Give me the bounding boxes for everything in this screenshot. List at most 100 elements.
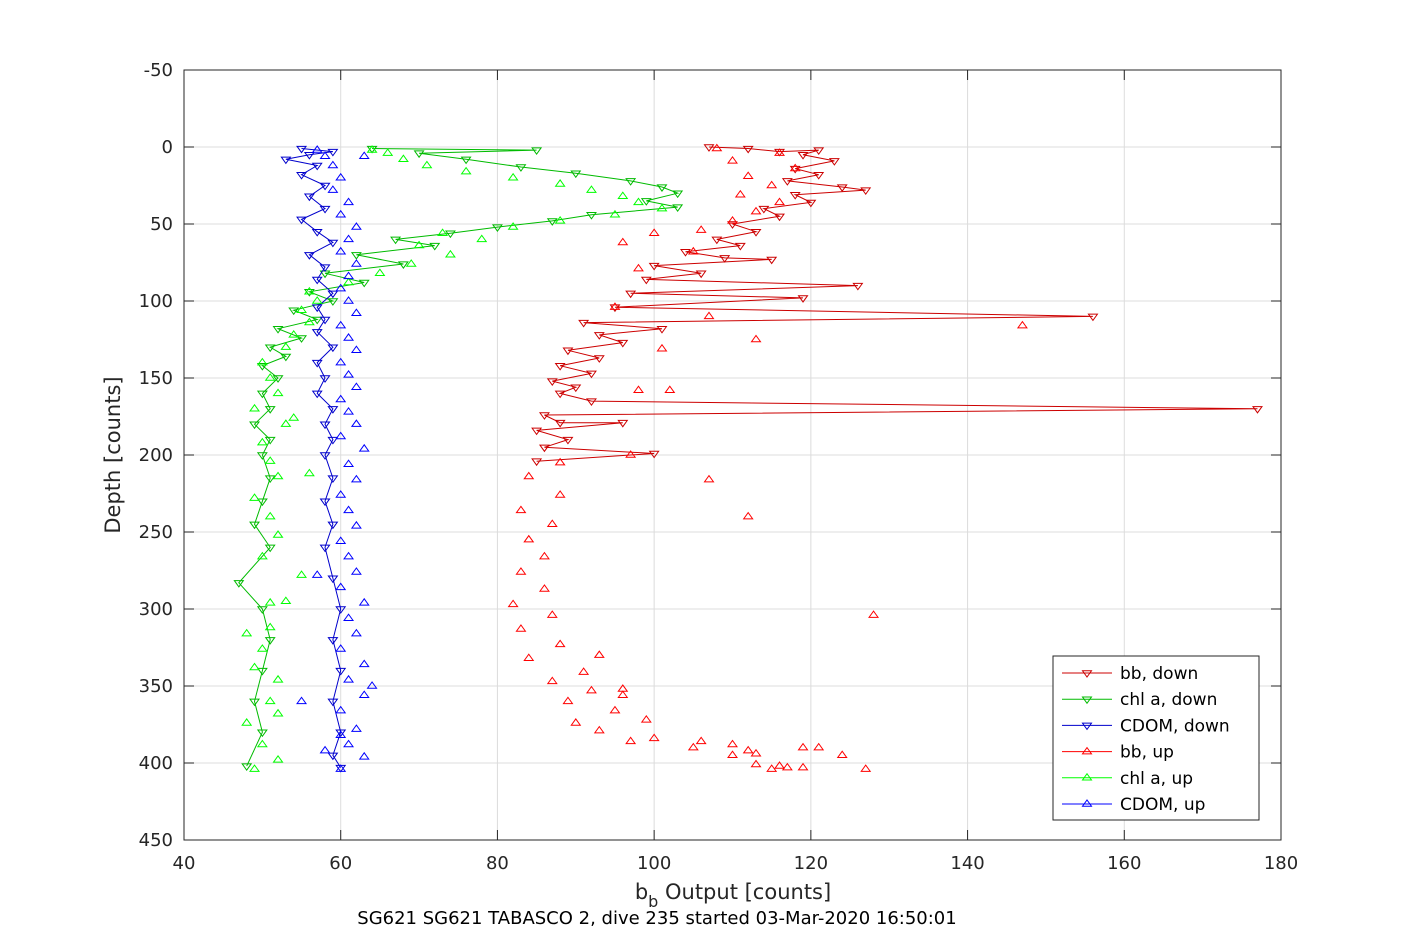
data-point	[797, 742, 809, 751]
data-point	[350, 474, 362, 483]
data-point	[335, 246, 347, 255]
data-point	[538, 584, 550, 592]
data-point	[303, 317, 315, 326]
data-point	[358, 690, 370, 698]
data-point	[617, 684, 629, 692]
data-point	[288, 413, 300, 421]
data-point	[546, 378, 558, 386]
data-point	[272, 325, 284, 334]
data-point	[256, 739, 268, 748]
data-point	[538, 412, 550, 420]
data-point	[256, 606, 268, 614]
y-tick-label: 250	[139, 522, 173, 543]
data-point	[836, 184, 848, 192]
x-tick-label: 80	[486, 853, 509, 874]
data-point	[703, 474, 715, 483]
data-point	[249, 521, 260, 530]
data-point	[523, 471, 535, 480]
data-point	[789, 192, 801, 200]
x-tick-label: 180	[1264, 853, 1298, 874]
data-point	[554, 419, 566, 428]
data-point	[554, 490, 566, 498]
data-point	[750, 334, 762, 343]
data-point	[797, 295, 809, 303]
data-point	[813, 742, 825, 751]
data-point	[421, 160, 433, 169]
data-point	[632, 263, 644, 272]
y-tick-label: 50	[150, 214, 173, 235]
data-point	[868, 610, 880, 618]
data-point	[343, 505, 355, 514]
data-point	[437, 228, 449, 236]
data-point	[640, 198, 652, 206]
data-point	[585, 370, 597, 379]
data-point	[546, 218, 558, 226]
axis-ticks: 40 60 80 100 120 140 160 180 -50 0 50 100 150 200 250 3…	[139, 60, 1299, 874]
legend-marker	[1081, 722, 1093, 731]
data-point	[562, 436, 574, 445]
data-point	[296, 335, 308, 343]
data-point	[256, 667, 268, 676]
data-point	[280, 419, 292, 427]
data-point	[327, 637, 339, 645]
x-tick-label: 120	[794, 853, 828, 874]
data-point	[350, 520, 362, 529]
data-point	[335, 320, 347, 329]
data-point	[296, 145, 308, 154]
data-point	[264, 597, 276, 606]
y-tick-label: 400	[139, 753, 173, 774]
x-axis-title-rest: Output [counts]	[658, 880, 831, 904]
data-point	[296, 696, 308, 705]
data-point	[272, 375, 284, 383]
data-point	[774, 761, 785, 769]
x-tick-label: 100	[637, 853, 671, 874]
data-series	[233, 143, 1263, 773]
data-point	[719, 255, 731, 263]
data-point	[335, 431, 347, 440]
data-point	[335, 729, 347, 738]
data-point	[554, 639, 566, 648]
data-point	[703, 144, 715, 152]
y-tick-label: 200	[139, 445, 173, 466]
data-point	[272, 755, 284, 763]
data-point	[343, 333, 355, 341]
data-point	[264, 344, 276, 353]
series-chl-a-up	[241, 145, 668, 772]
data-point	[476, 234, 488, 243]
data-point	[617, 237, 629, 246]
data-point	[578, 319, 590, 328]
data-point	[327, 436, 339, 445]
data-point	[303, 289, 315, 297]
data-point	[390, 236, 402, 245]
x-axis-title-subscript: b	[648, 892, 658, 911]
data-point	[280, 353, 292, 362]
data-point	[358, 597, 370, 606]
data-point	[570, 384, 582, 393]
data-point	[343, 613, 355, 621]
data-point	[570, 170, 582, 179]
data-point	[366, 145, 378, 153]
data-point	[562, 696, 574, 705]
legend-label: bb, up	[1120, 743, 1174, 763]
data-point	[656, 203, 668, 212]
data-point	[531, 458, 543, 467]
data-point	[727, 155, 738, 164]
figure-caption: SG621 SG621 TABASCO 2, dive 235 started …	[357, 908, 956, 929]
legend-label: chl a, up	[1120, 769, 1193, 789]
data-point	[648, 450, 660, 459]
data-point	[742, 171, 754, 179]
data-point	[444, 230, 456, 239]
data-point	[327, 752, 339, 761]
x-tick-label: 60	[329, 853, 352, 874]
data-point	[538, 444, 550, 453]
data-point	[523, 653, 535, 662]
data-point	[303, 468, 315, 477]
data-point	[695, 225, 707, 233]
data-point	[343, 271, 355, 280]
data-point	[860, 187, 872, 196]
data-point	[680, 248, 691, 257]
data-point	[813, 171, 825, 180]
data-point	[507, 172, 519, 181]
legend-marker	[1081, 799, 1093, 807]
legend-marker	[1081, 670, 1093, 678]
